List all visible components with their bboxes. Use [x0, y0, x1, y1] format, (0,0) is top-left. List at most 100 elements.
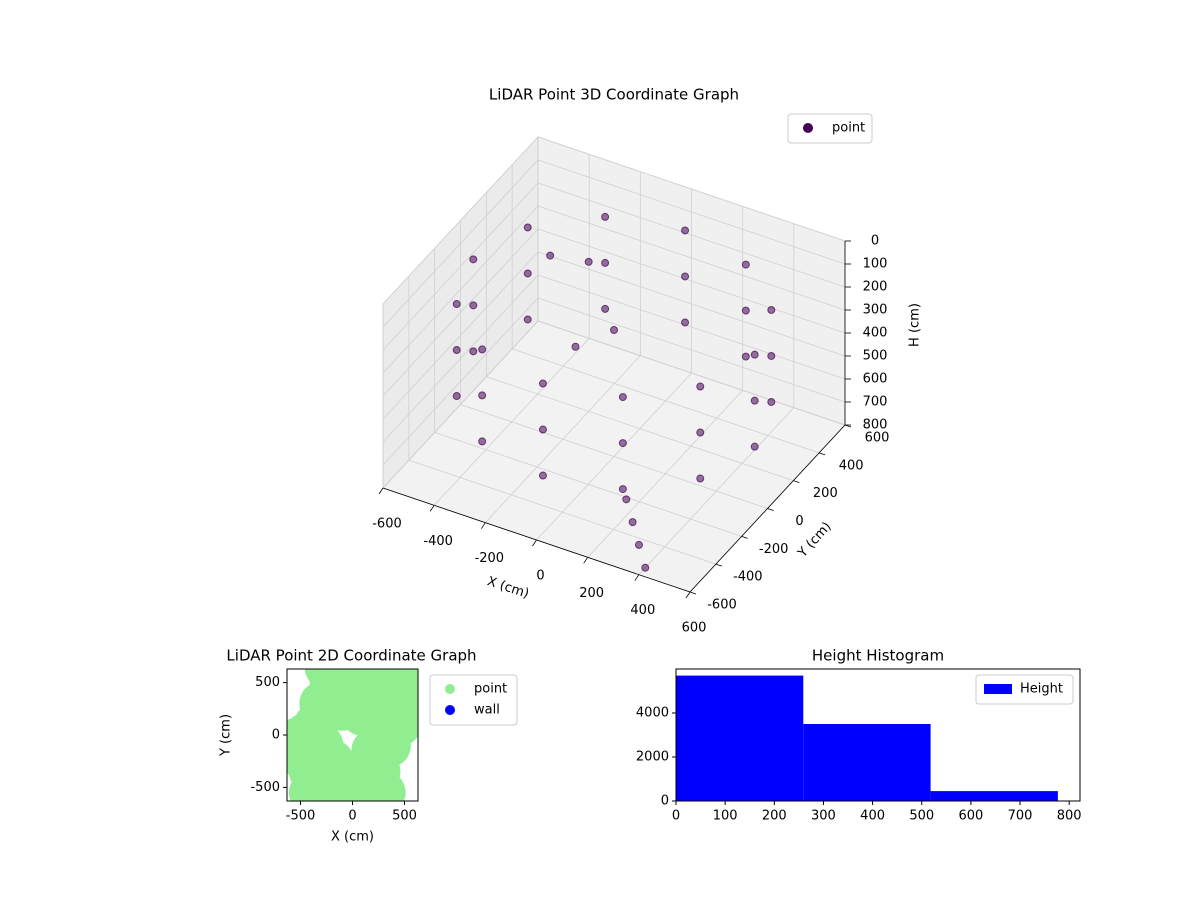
x-tick-label: 700	[1008, 809, 1033, 824]
grid-line	[512, 348, 820, 454]
point	[641, 563, 650, 572]
y-tick-label: 0	[661, 794, 669, 809]
x-tick-label: 600	[958, 809, 983, 824]
point	[546, 251, 555, 260]
point	[681, 318, 690, 327]
z-tick-label: 600	[863, 372, 888, 387]
x-tick-label: -600	[372, 517, 402, 532]
y-tick-label: 200	[813, 486, 838, 501]
point	[618, 439, 627, 448]
grid-line	[537, 251, 846, 357]
grid-line	[537, 205, 846, 311]
point	[478, 345, 487, 354]
grid-line	[537, 274, 846, 380]
legend-marker	[445, 705, 455, 715]
y-tick-label: -200	[759, 542, 789, 557]
point	[750, 350, 759, 359]
z-tick-label: 100	[863, 257, 888, 272]
point	[696, 474, 705, 483]
point	[340, 692, 385, 737]
point	[750, 442, 759, 451]
point	[571, 342, 580, 351]
x-tick-label: -400	[423, 534, 453, 549]
x-tick-label: 100	[713, 809, 738, 824]
y-tick-label: 500	[255, 675, 280, 690]
z-tick-label: 200	[863, 280, 888, 295]
plot-frame	[675, 668, 1081, 802]
x-tick-label: 0	[348, 809, 356, 824]
point	[478, 391, 487, 400]
y-axis	[689, 424, 846, 593]
tick-mark	[767, 508, 774, 511]
grid-line	[486, 376, 794, 482]
z-tick-label: 300	[863, 303, 888, 318]
x-tick-label: 400	[860, 809, 885, 824]
legend-label: Height	[1020, 682, 1063, 697]
point	[523, 223, 532, 232]
grid-line	[537, 182, 846, 288]
point	[478, 437, 487, 446]
legend-label: point	[832, 121, 865, 136]
grid-line	[382, 251, 539, 420]
x-tick-label: 400	[630, 603, 655, 618]
grid-line	[382, 297, 539, 466]
point	[628, 518, 637, 527]
legend-box	[975, 674, 1074, 705]
tick-mark	[532, 539, 537, 547]
x-tick-label: 300	[811, 809, 836, 824]
point	[741, 352, 750, 361]
tick-mark	[481, 522, 486, 529]
point	[377, 702, 418, 747]
chart-title: LiDAR Point 3D Coordinate Graph	[489, 86, 739, 104]
y-tick-label: 600	[865, 431, 890, 446]
grid-line	[408, 459, 716, 565]
z-tick-label: 400	[863, 326, 888, 341]
point	[469, 301, 478, 310]
tick-mark	[378, 487, 384, 495]
x-tick-label: -200	[475, 551, 505, 566]
tick-mark	[819, 452, 826, 456]
point	[601, 212, 610, 221]
legend-label: wall	[474, 703, 500, 718]
grid-line	[537, 297, 846, 403]
point	[610, 326, 618, 334]
legend-marker	[445, 684, 455, 694]
point	[601, 258, 610, 267]
point	[750, 396, 759, 405]
point	[452, 392, 461, 401]
tick-mark	[634, 574, 640, 581]
tick-mark	[583, 557, 588, 564]
z-tick-label: 0	[871, 234, 879, 249]
point	[741, 260, 750, 269]
tick-mark	[793, 480, 800, 484]
x-tick-label: 600	[682, 621, 707, 636]
grid-line	[537, 228, 846, 334]
x-tick-label: 0	[672, 809, 680, 824]
legend-marker	[803, 123, 813, 133]
x-axis	[382, 487, 691, 593]
x-tick-label: 200	[579, 586, 604, 601]
y-tick-label: -500	[250, 780, 280, 795]
grid-line	[537, 320, 846, 426]
grid-line	[382, 136, 539, 305]
y-tick-label: 0	[272, 728, 280, 743]
point	[538, 379, 547, 388]
point	[452, 346, 461, 355]
y-tick-label: 0	[795, 514, 803, 529]
point	[767, 351, 776, 360]
grid-line	[382, 182, 539, 351]
grid-line	[382, 228, 539, 397]
bar	[803, 724, 931, 801]
x-tick-label: 200	[762, 809, 787, 824]
point	[622, 495, 631, 504]
legend-box	[787, 113, 873, 144]
point	[681, 272, 690, 281]
z-axis-label: H (cm)	[908, 303, 923, 347]
point	[469, 255, 478, 264]
point	[634, 540, 643, 549]
legend-label: point	[474, 682, 507, 697]
point	[523, 269, 532, 278]
grid-line	[382, 159, 539, 328]
grid-line	[537, 159, 846, 265]
